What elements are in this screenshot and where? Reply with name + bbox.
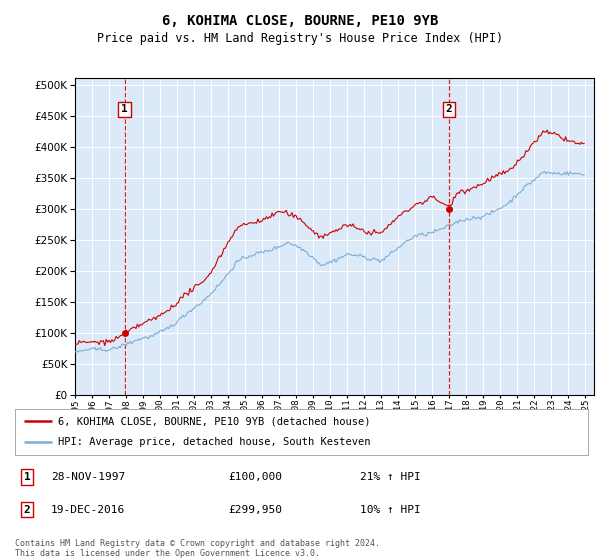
Text: 19-DEC-2016: 19-DEC-2016 <box>51 505 125 515</box>
Text: 10% ↑ HPI: 10% ↑ HPI <box>360 505 421 515</box>
Text: 6, KOHIMA CLOSE, BOURNE, PE10 9YB: 6, KOHIMA CLOSE, BOURNE, PE10 9YB <box>162 14 438 28</box>
Text: Contains HM Land Registry data © Crown copyright and database right 2024.
This d: Contains HM Land Registry data © Crown c… <box>15 539 380 558</box>
Text: 21% ↑ HPI: 21% ↑ HPI <box>360 472 421 482</box>
Text: 1: 1 <box>121 104 128 114</box>
Text: 1: 1 <box>23 472 31 482</box>
Text: £299,950: £299,950 <box>228 505 282 515</box>
Text: £100,000: £100,000 <box>228 472 282 482</box>
Text: HPI: Average price, detached house, South Kesteven: HPI: Average price, detached house, Sout… <box>58 437 370 447</box>
Text: Price paid vs. HM Land Registry's House Price Index (HPI): Price paid vs. HM Land Registry's House … <box>97 32 503 45</box>
Text: 28-NOV-1997: 28-NOV-1997 <box>51 472 125 482</box>
Text: 2: 2 <box>23 505 31 515</box>
Text: 2: 2 <box>445 104 452 114</box>
Text: 6, KOHIMA CLOSE, BOURNE, PE10 9YB (detached house): 6, KOHIMA CLOSE, BOURNE, PE10 9YB (detac… <box>58 416 370 426</box>
